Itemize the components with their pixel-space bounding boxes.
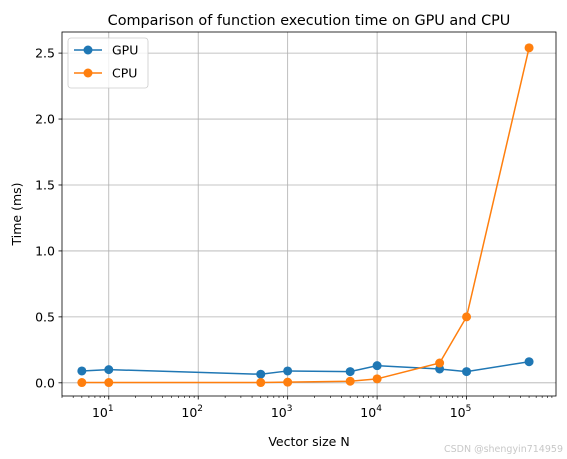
gpu-data-point	[77, 366, 87, 376]
y-tick-label: 2.5	[35, 46, 55, 61]
x-tick-label: 104	[360, 404, 382, 420]
ticks: 0.0 0.5 1.0 1.5 2.0 2.5 101 102 103 104 105	[35, 46, 553, 420]
cpu-series-line	[81, 47, 530, 384]
legend-cpu-marker	[83, 68, 93, 78]
x-tick-label: 103	[271, 404, 293, 420]
cpu-data-point	[345, 376, 355, 386]
cpu-data-point	[104, 378, 114, 388]
gpu-data-point	[104, 365, 114, 375]
legend-gpu-label: GPU	[112, 43, 138, 58]
y-tick-label: 0.5	[35, 309, 55, 324]
chart-title: Comparison of function execution time on…	[108, 13, 511, 29]
cpu-data-point	[435, 358, 445, 368]
legend-cpu-label: CPU	[112, 66, 137, 81]
plot-frame	[61, 31, 557, 397]
gpu-series-line	[81, 360, 530, 375]
gpu-data-point	[256, 369, 266, 379]
y-axis-label: Time (ms)	[9, 182, 24, 246]
gpu-data-point	[372, 361, 382, 371]
watermark: CSDN @shengyin714959	[444, 444, 563, 455]
cpu-data-point	[256, 378, 266, 388]
cpu-data-point	[283, 377, 293, 387]
x-axis-label: Vector size N	[268, 434, 349, 449]
cpu-data-point	[462, 312, 472, 322]
legend-gpu-marker	[83, 45, 93, 55]
y-tick-label: 2.0	[35, 112, 55, 127]
legend: GPU CPU	[67, 37, 149, 89]
x-tick-label: 105	[450, 404, 472, 420]
series-layer	[77, 43, 534, 388]
x-tick-label: 101	[92, 404, 114, 420]
y-tick-label: 0.0	[35, 375, 55, 390]
cpu-data-point	[524, 43, 534, 53]
y-tick-label: 1.5	[35, 177, 55, 192]
y-tick-label: 1.0	[35, 243, 55, 258]
cpu-data-point	[77, 378, 87, 388]
gpu-data-point	[462, 367, 472, 377]
x-tick-label: 102	[181, 404, 203, 420]
cpu-data-point	[372, 374, 382, 384]
gpu-data-point	[283, 366, 293, 376]
gpu-data-point	[345, 367, 355, 377]
gpu-data-point	[524, 357, 534, 367]
